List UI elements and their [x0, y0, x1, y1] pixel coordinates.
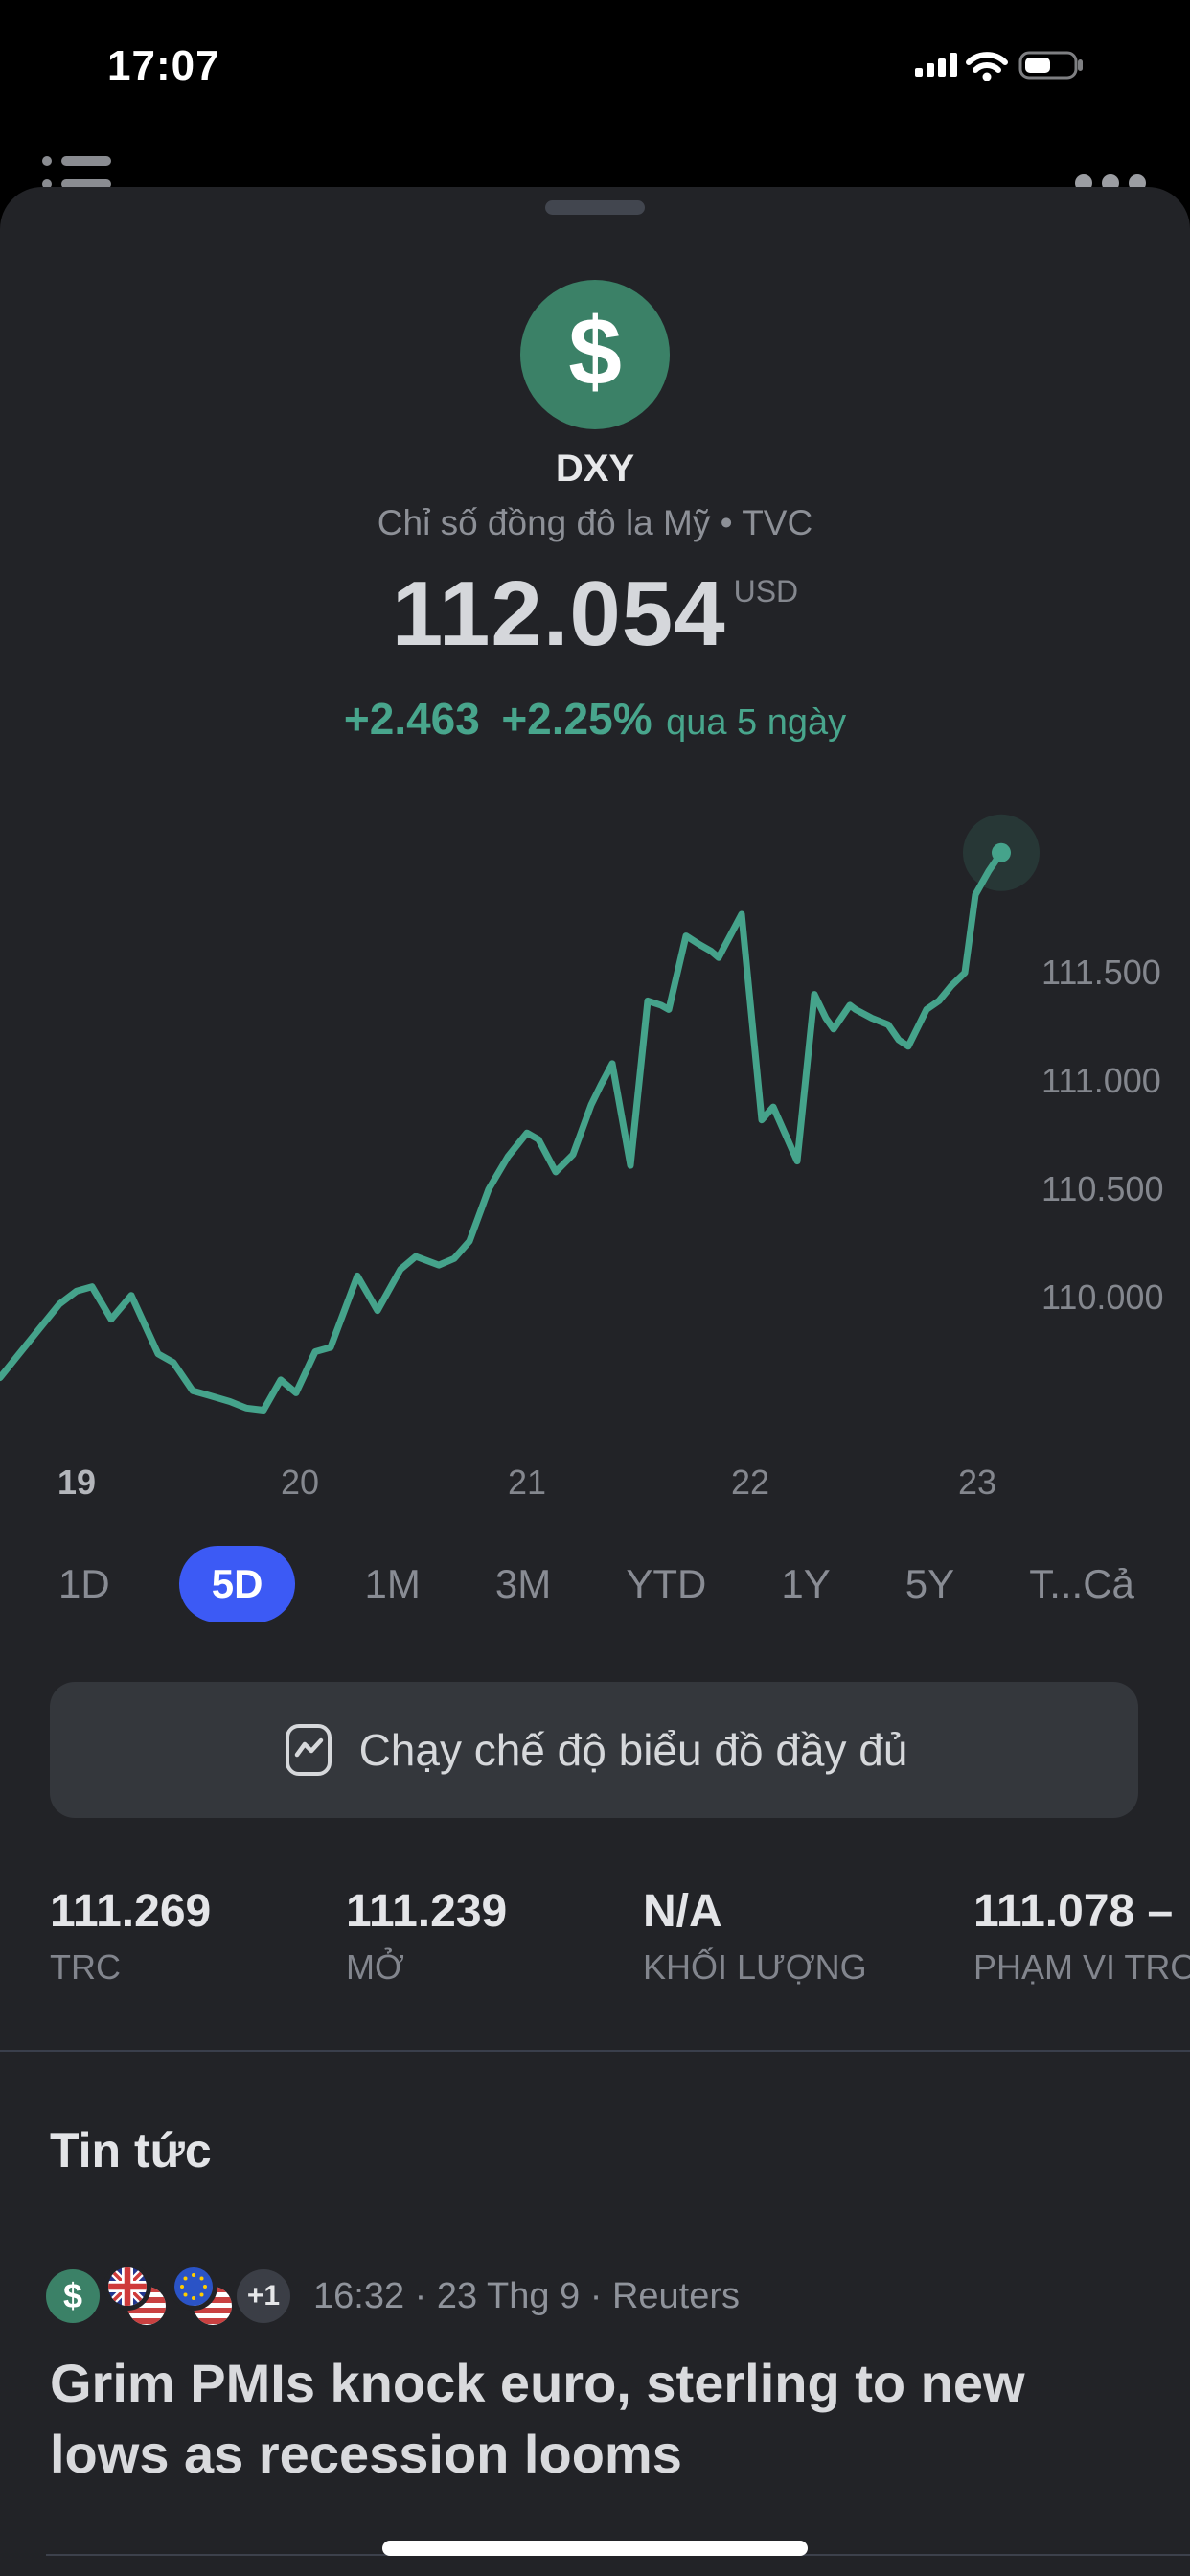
- wifi-icon: [966, 52, 1008, 81]
- stat-value: 111.078 –: [973, 1886, 1174, 1937]
- eur-usd-pair-icon: [174, 2267, 232, 2325]
- x-axis-label: 19: [57, 1462, 97, 1502]
- more-sources-count: +1: [246, 2280, 281, 2312]
- stat-day-range: 111.078 – PHẠM VI TRO: [973, 1885, 1190, 1988]
- x-axis-label: 22: [730, 1462, 770, 1502]
- drag-handle[interactable]: [545, 200, 645, 215]
- price-line: [0, 849, 1005, 1414]
- y-axis-label: 111.000: [1041, 1061, 1161, 1100]
- stat-value: 111.269: [50, 1886, 212, 1937]
- y-axis-label: 110.000: [1041, 1277, 1164, 1317]
- tab-5d-selected[interactable]: 5D: [178, 1546, 296, 1622]
- last-price: 112.054: [391, 563, 726, 665]
- more-sources-badge: +1: [237, 2269, 290, 2323]
- line-chart-icon: [285, 1724, 332, 1776]
- news-meta: 16:32 · 23 Thg 9 · Reuters: [313, 2276, 740, 2316]
- full-chart-button-label: Chạy chế độ biểu đồ đầy đủ: [358, 1725, 908, 1775]
- stat-label: PHẠM VI TRO: [973, 1947, 1190, 1987]
- tab-1y[interactable]: 1Y: [781, 1561, 831, 1606]
- range-tabs: 1D 5D 1M 3M YTD 1Y 5Y T...Cả: [38, 1541, 1155, 1627]
- stat-label: KHỐI LƯỢNG: [643, 1947, 867, 1987]
- dollar-sign-icon: $: [62, 2276, 83, 2315]
- symbol-description: Chỉ số đồng đô la Mỹ • TVC: [377, 503, 813, 542]
- quote-change-row: +2.463 +2.25% qua 5 ngày: [0, 693, 1190, 745]
- price-chart[interactable]: [0, 786, 1190, 1500]
- symbol-logo: $: [520, 280, 670, 429]
- tab-5y[interactable]: 5Y: [904, 1561, 955, 1606]
- change-period: qua 5 ngày: [666, 702, 847, 743]
- full-chart-button[interactable]: Chạy chế độ biểu đồ đầy đủ: [50, 1682, 1138, 1818]
- usd-index-icon: $: [46, 2269, 100, 2323]
- tab-1m[interactable]: 1M: [364, 1561, 421, 1606]
- last-point-dot: [992, 842, 1011, 862]
- news-section-title: Tin tức: [50, 2124, 212, 2177]
- stat-prev-close: 111.269 TRC: [50, 1885, 211, 1988]
- symbol-ticker: DXY: [555, 448, 635, 490]
- tab-ytd[interactable]: YTD: [626, 1561, 707, 1606]
- stat-open: 111.239 MỞ: [346, 1885, 507, 1988]
- tab-1d[interactable]: 1D: [58, 1561, 110, 1606]
- stat-label: MỞ: [346, 1947, 404, 1987]
- status-bar-time: 17:07: [107, 42, 220, 89]
- tab-3m[interactable]: 3M: [494, 1561, 552, 1606]
- tab-all[interactable]: T...Cả: [1029, 1561, 1134, 1606]
- eu-flag-icon: [174, 2267, 213, 2306]
- dollar-sign-icon: $: [568, 298, 622, 405]
- quote-price-row: 112.054 USD: [0, 568, 1190, 660]
- x-axis-label: 23: [957, 1462, 997, 1502]
- home-indicator[interactable]: [382, 2541, 808, 2556]
- y-axis-label: 110.500: [1041, 1169, 1164, 1208]
- news-headline[interactable]: Grim PMIs knock euro, sterling to new lo…: [50, 2353, 1025, 2484]
- price-change: +2.463: [343, 694, 480, 744]
- y-axis-label: 111.500: [1041, 953, 1161, 992]
- battery-icon: [1018, 51, 1083, 80]
- cellular-signal-icon: [915, 53, 957, 77]
- symbol-detail-sheet: $ DXY Chỉ số đồng đô la Mỹ • TVC 112.054…: [0, 187, 1190, 2576]
- price-currency: USD: [733, 574, 799, 609]
- price-change-percent: +2.25%: [501, 694, 652, 744]
- x-axis-label: 20: [280, 1462, 320, 1502]
- stat-label: TRC: [50, 1947, 121, 1987]
- status-bar-icons: [915, 51, 1083, 81]
- stat-volume: N/A KHỐI LƯỢNG: [643, 1885, 867, 1988]
- uk-flag-icon: [108, 2267, 147, 2306]
- x-axis-label: 21: [507, 1462, 547, 1502]
- section-divider: [0, 2050, 1190, 2052]
- stat-value: N/A: [643, 1886, 722, 1937]
- gbp-usd-pair-icon: [108, 2267, 166, 2325]
- stat-value: 111.239: [346, 1886, 508, 1937]
